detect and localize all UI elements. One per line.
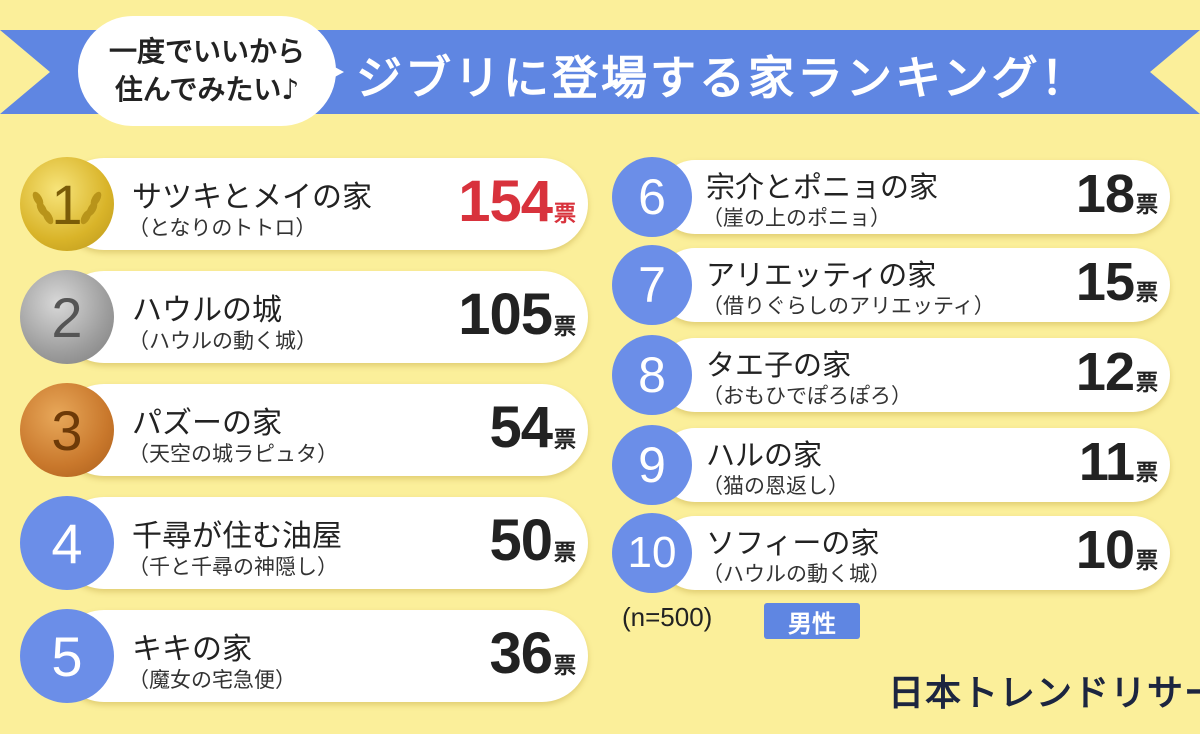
vote-unit: 票 (1135, 193, 1158, 218)
vote-unit: 票 (1135, 549, 1158, 574)
vote-unit: 票 (553, 654, 576, 679)
vote-count: 154 票 (396, 168, 576, 235)
film-title: （おもひでぽろぽろ） (702, 384, 912, 408)
vote-unit: 票 (1135, 461, 1158, 486)
vote-unit: 票 (1135, 281, 1158, 306)
vote-number: 154 (458, 169, 553, 234)
vote-count: 15 票 (978, 251, 1158, 313)
vote-number: 50 (489, 508, 553, 573)
house-name: サツキとメイの家 (132, 180, 372, 215)
rank-medal: 1 (20, 157, 114, 251)
rank-number: 4 (51, 511, 83, 575)
vote-unit: 票 (553, 315, 576, 340)
rank-medal: 3 (20, 383, 114, 477)
speech-bubble-tail (318, 58, 344, 86)
rank-number: 10 (627, 528, 677, 577)
film-title: （となりのトトロ） (128, 216, 317, 240)
vote-number: 36 (489, 621, 553, 686)
table-row (58, 384, 588, 476)
rank-number: 5 (51, 624, 83, 688)
house-name: ソフィーの家 (706, 526, 880, 560)
laurel-leaf (32, 191, 44, 207)
table-row (658, 428, 1170, 502)
vote-unit: 票 (553, 202, 576, 227)
film-title: （借りぐらしのアリエッティ） (702, 294, 995, 318)
rank-number: 7 (638, 257, 666, 313)
table-row (658, 248, 1170, 322)
rank-medal: 8 (612, 335, 692, 415)
film-title: （崖の上のポニョ） (702, 206, 891, 230)
rank-number: 8 (638, 347, 666, 403)
vote-count: 12 票 (978, 341, 1158, 403)
laurel-icon (32, 191, 102, 225)
page-title: ジブリに登場する家ランキング！ (356, 51, 1090, 105)
bubble-line-2: 住んでみたい♪ (114, 73, 300, 106)
vote-number: 18 (1075, 164, 1135, 224)
vote-number: 12 (1075, 342, 1135, 402)
house-name: ハウルの城 (132, 293, 282, 328)
rank-number: 2 (51, 285, 83, 349)
table-row (58, 271, 588, 363)
film-title: （ハウルの動く城） (128, 329, 317, 353)
rank-medal: 2 (20, 270, 114, 364)
table-row (658, 516, 1170, 590)
vote-number: 54 (489, 395, 553, 460)
laurel-leaf (90, 191, 102, 207)
table-row (658, 160, 1170, 234)
speech-bubble: 一度でいいから 住んでみたい♪ (78, 16, 336, 126)
house-name: タエ子の家 (706, 348, 852, 382)
vote-unit: 票 (553, 541, 576, 566)
table-row (58, 497, 588, 589)
house-name: 千尋が住む油屋 (132, 519, 342, 554)
vote-count: 18 票 (978, 163, 1158, 225)
vote-number: 11 (1078, 432, 1135, 492)
vote-number: 15 (1075, 252, 1135, 312)
house-name: アリエッティの家 (706, 258, 937, 292)
rank-number: 1 (51, 172, 83, 236)
brand-logo: 日本トレンドリサーチ (888, 673, 1200, 714)
table-row (658, 338, 1170, 412)
film-title: （天空の城ラピュタ） (128, 442, 338, 466)
vote-count: 36 票 (396, 620, 576, 687)
rank-medal: 5 (20, 609, 114, 703)
house-name: キキの家 (132, 632, 252, 667)
table-row (58, 158, 588, 250)
vote-number: 105 (458, 282, 553, 347)
vote-unit: 票 (553, 428, 576, 453)
rank-medal: 4 (20, 496, 114, 590)
vote-count: 54 票 (396, 394, 576, 461)
vote-number: 10 (1075, 520, 1135, 580)
film-title: （ハウルの動く城） (702, 562, 891, 586)
vote-count: 11 票 (978, 431, 1158, 493)
film-title: （千と千尋の神隠し） (128, 555, 338, 579)
house-name: ハルの家 (706, 438, 823, 472)
rank-number: 3 (51, 398, 83, 462)
house-name: パズーの家 (132, 406, 282, 441)
vote-count: 50 票 (396, 507, 576, 574)
gender-badge: 男性 (764, 603, 860, 639)
rank-medal: 7 (612, 245, 692, 325)
film-title: （魔女の宅急便） (128, 668, 296, 692)
rank-number: 6 (638, 169, 666, 225)
vote-count: 105 票 (396, 281, 576, 348)
house-name: 宗介とポニョの家 (706, 170, 939, 204)
film-title: （猫の恩返し） (702, 474, 849, 498)
table-row (58, 610, 588, 702)
rank-medal: 10 (612, 513, 692, 593)
vote-count: 10 票 (978, 519, 1158, 581)
rank-number: 9 (638, 437, 666, 493)
rank-medal: 6 (612, 157, 692, 237)
rank-medal: 9 (612, 425, 692, 505)
sample-size: (n=500) (622, 602, 713, 632)
bubble-line-1: 一度でいいから (108, 35, 305, 69)
vote-unit: 票 (1135, 371, 1158, 396)
